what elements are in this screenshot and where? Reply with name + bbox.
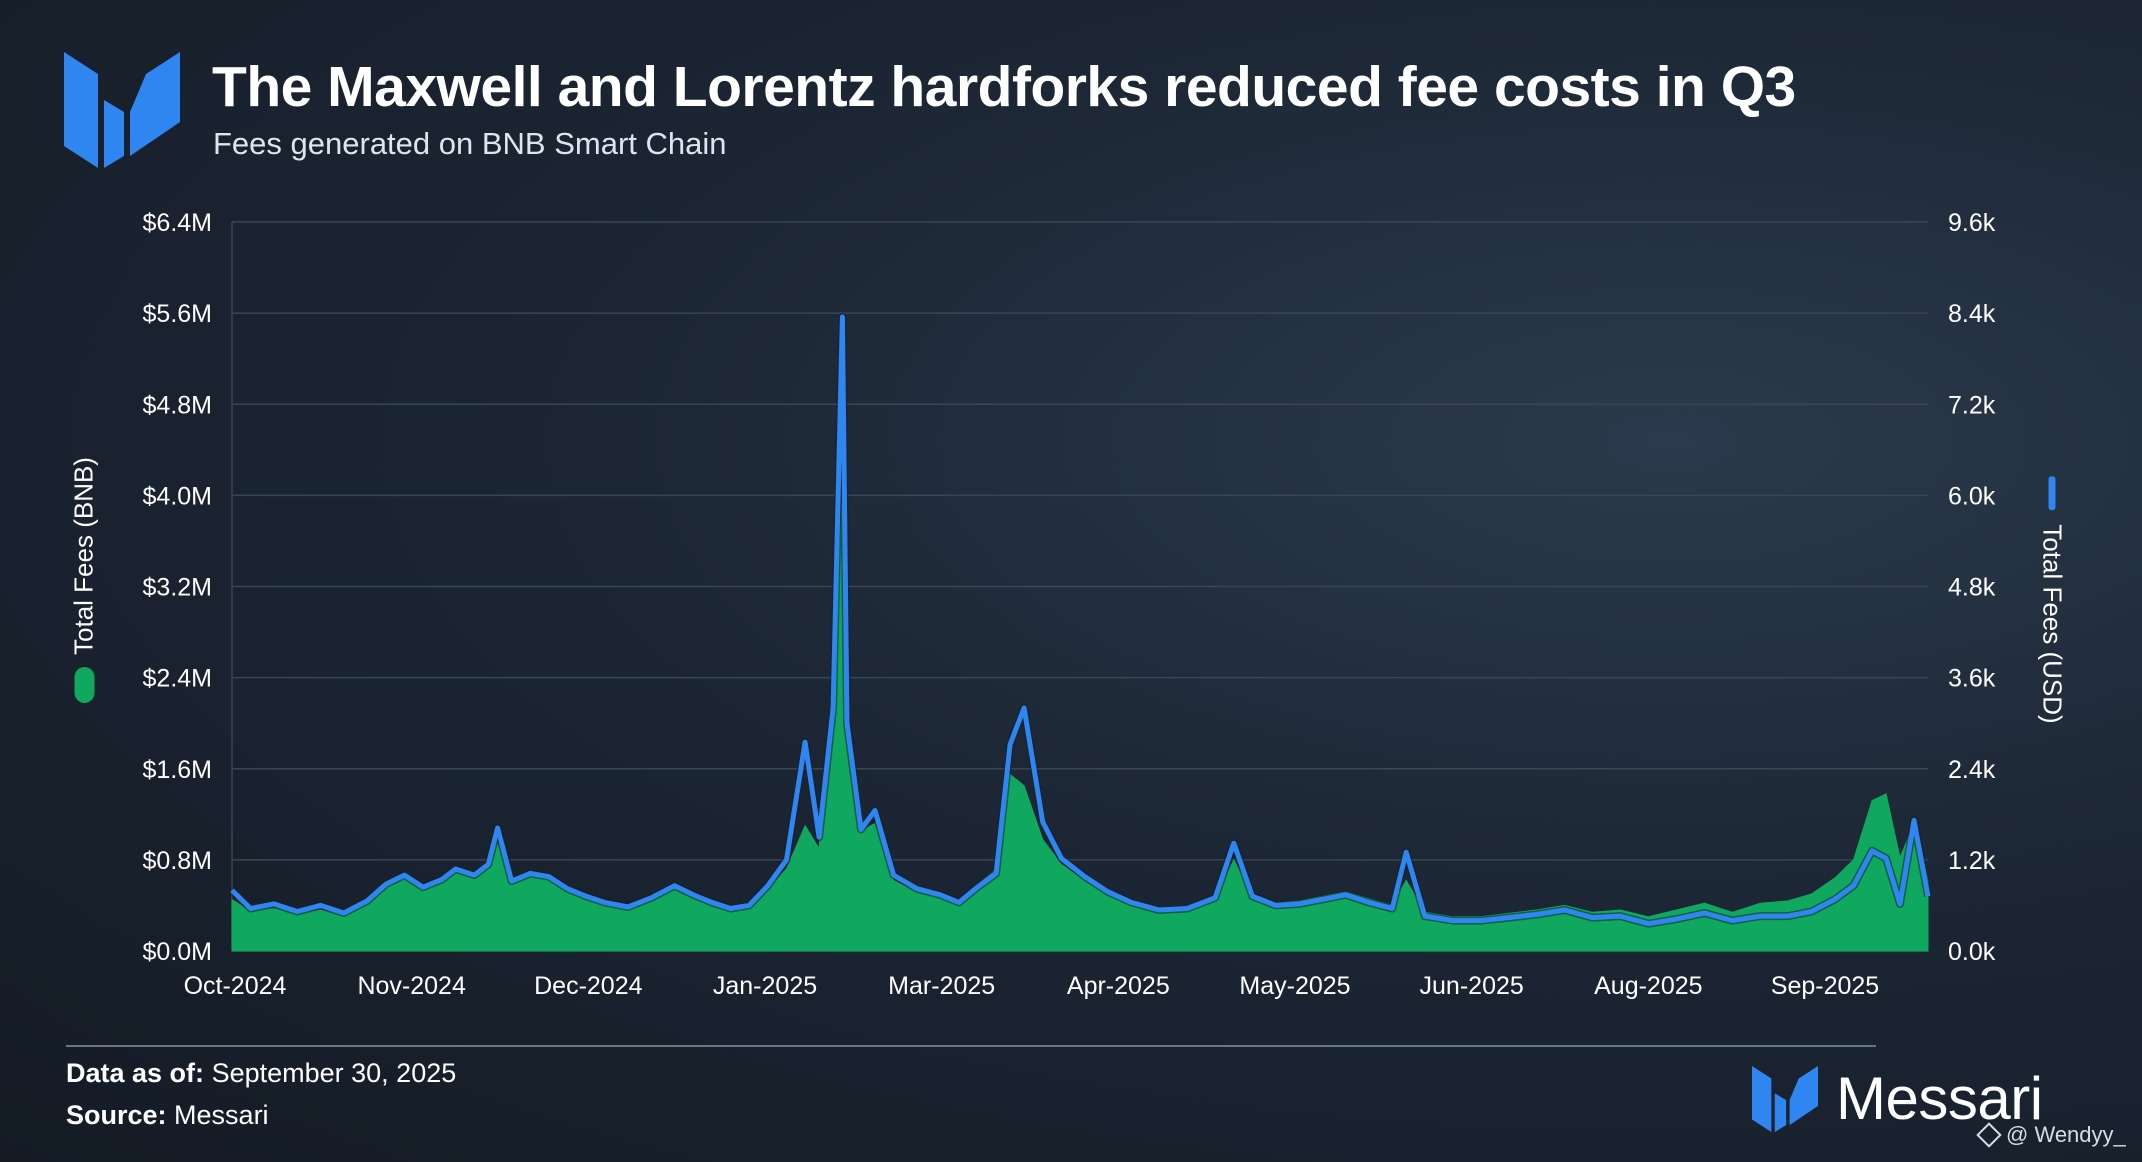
page-subtitle: Fees generated on BNB Smart Chain bbox=[213, 126, 727, 161]
y-left-tick-label: $3.2M bbox=[143, 574, 212, 602]
usd-line-layer bbox=[229, 312, 1932, 928]
x-tick-label: Jan-2025 bbox=[713, 972, 817, 1000]
brand-name: Messari bbox=[1836, 1065, 2043, 1132]
chart-grid bbox=[231, 221, 1928, 952]
y-left-tick-label: $4.0M bbox=[143, 482, 212, 510]
source-value: Messari bbox=[174, 1100, 269, 1130]
usd-legend-swatch bbox=[2048, 476, 2056, 511]
x-tick-label: Jun-2025 bbox=[1420, 972, 1524, 1000]
y-axis-left-title: Total Fees (BNB) bbox=[69, 457, 100, 703]
bnb-legend-swatch bbox=[74, 666, 94, 703]
y-right-tick-label: 9.6k bbox=[1948, 209, 1996, 237]
y-left-tick-label: $6.4M bbox=[143, 209, 212, 237]
fees-chart: $0.0M 0.0k $0.8M 1.2k $1.6M 2.4k $2.4M 3.6k $3.2… bbox=[143, 209, 1996, 1000]
y-axis-right-label: Total Fees (USD) bbox=[2037, 524, 2068, 724]
data-as-of-value: September 30, 2025 bbox=[211, 1058, 457, 1088]
y-right-tick-label: 8.4k bbox=[1948, 300, 1996, 328]
watermark: @ Wendyy_ bbox=[1976, 1122, 2126, 1148]
y-right-tick-label: 2.4k bbox=[1948, 756, 1996, 784]
binance-diamond-icon bbox=[1976, 1122, 2002, 1148]
y-left-tick-label: $0.8M bbox=[143, 847, 212, 875]
x-tick-label: Mar-2025 bbox=[888, 972, 995, 1000]
y-left-tick-label: $0.0M bbox=[143, 938, 212, 966]
y-left-tick-label: $1.6M bbox=[143, 756, 212, 784]
x-tick-label: Apr-2025 bbox=[1067, 972, 1170, 1000]
source-line: Source: Messari bbox=[66, 1100, 269, 1131]
data-as-of: Data as of: September 30, 2025 bbox=[66, 1058, 456, 1089]
x-tick-label: Nov-2024 bbox=[357, 972, 465, 1000]
x-tick-label: May-2025 bbox=[1239, 972, 1350, 1000]
watermark-text: @ Wendyy_ bbox=[2006, 1122, 2126, 1147]
bnb-fees-area bbox=[231, 495, 1929, 952]
y-right-tick-label: 0.0k bbox=[1948, 938, 1996, 966]
y-right-tick-label: 6.0k bbox=[1948, 482, 1996, 510]
page-title: The Maxwell and Lorentz hardforks reduce… bbox=[212, 55, 1796, 119]
brand-lockup: Messari bbox=[1752, 1064, 2043, 1133]
y-axis-left-label: Total Fees (BNB) bbox=[68, 457, 99, 655]
x-tick-label: Sep-2025 bbox=[1771, 972, 1879, 1000]
data-as-of-label: Data as of: bbox=[66, 1058, 205, 1088]
y-axis-right-title: Total Fees (USD) bbox=[2037, 476, 2068, 724]
y-left-tick-label: $4.8M bbox=[143, 391, 212, 419]
y-left-tick-label: $2.4M bbox=[143, 665, 212, 693]
x-tick-label: Aug-2025 bbox=[1594, 972, 1702, 1000]
footer-divider bbox=[66, 1045, 1876, 1047]
y-right-tick-label: 4.8k bbox=[1948, 574, 1996, 602]
x-tick-label: Oct-2024 bbox=[184, 972, 287, 1000]
usd-fees-line bbox=[230, 314, 1931, 927]
y-right-tick-label: 1.2k bbox=[1948, 847, 1996, 875]
messari-logo-icon bbox=[64, 52, 180, 168]
usd-fees-line-shadow bbox=[229, 312, 1932, 928]
messari-brand-icon bbox=[1752, 1065, 1818, 1132]
y-right-tick-label: 7.2k bbox=[1948, 391, 1996, 419]
y-right-tick-label: 3.6k bbox=[1948, 665, 1996, 693]
source-label: Source: bbox=[66, 1100, 167, 1130]
y-left-tick-label: $5.6M bbox=[143, 300, 212, 328]
x-tick-label: Dec-2024 bbox=[534, 972, 642, 1000]
chart-axes: $0.0M 0.0k $0.8M 1.2k $1.6M 2.4k $2.4M 3.6k $3.2… bbox=[143, 209, 1996, 1000]
bnb-area-layer bbox=[231, 495, 1929, 952]
